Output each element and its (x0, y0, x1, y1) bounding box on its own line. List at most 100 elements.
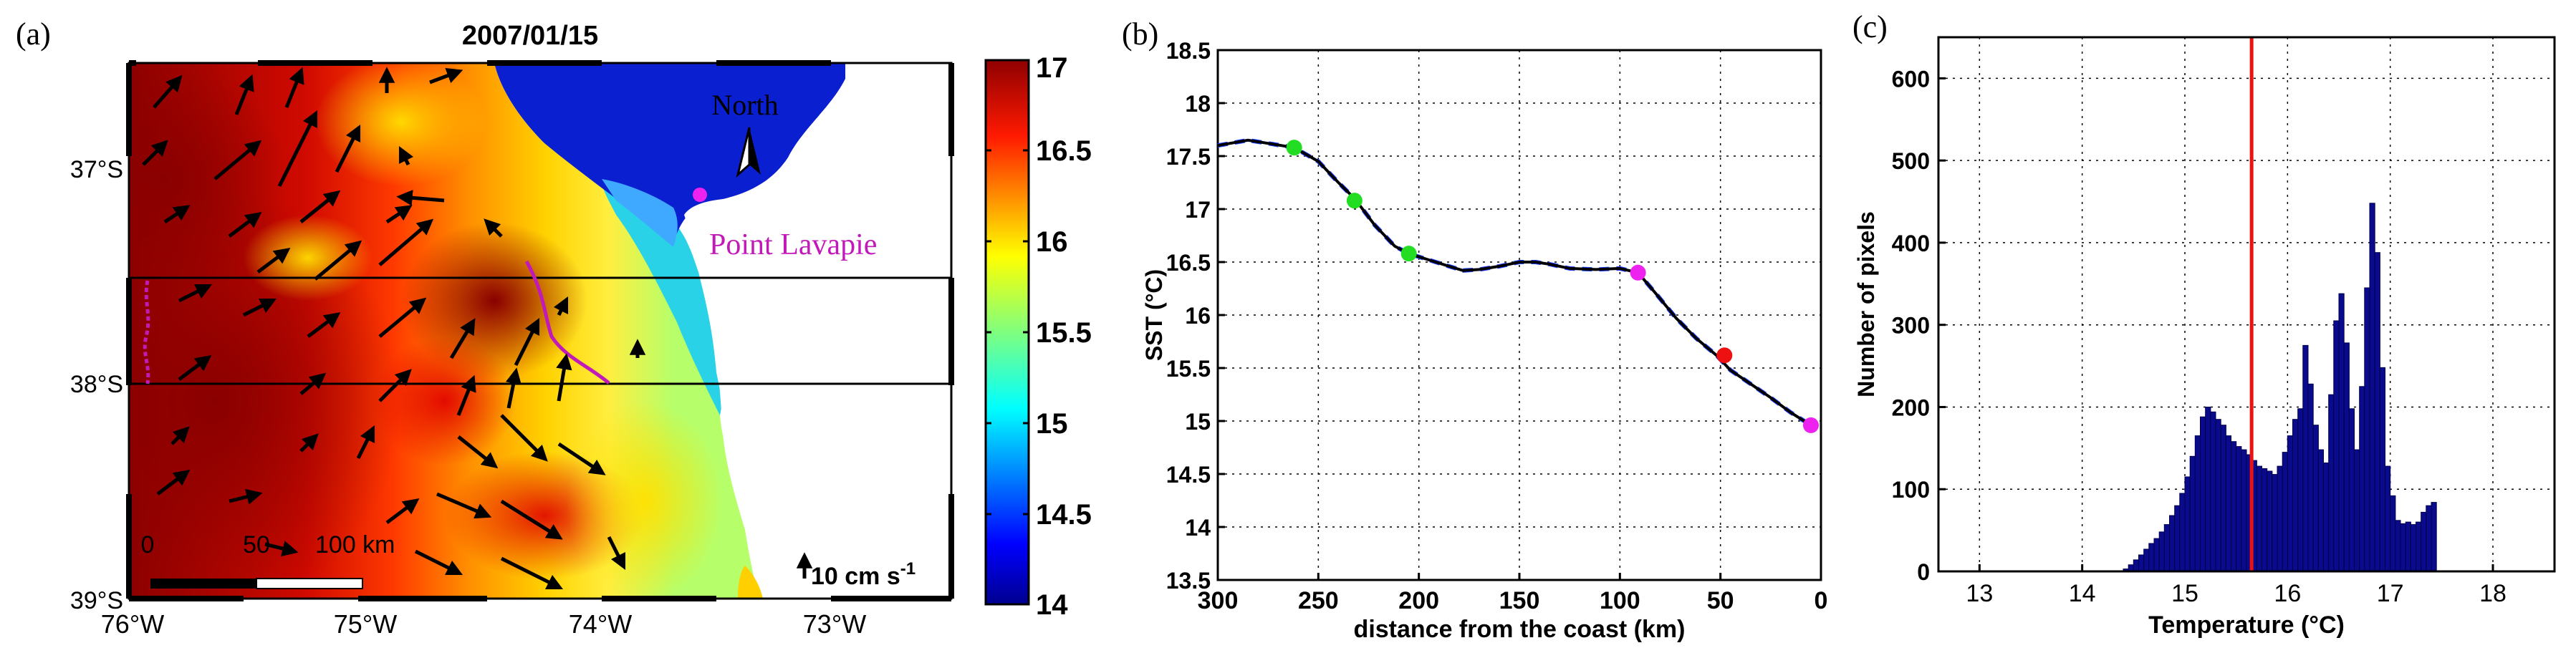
x-tick-label: 17 (2377, 580, 2404, 607)
histogram-bar (2421, 511, 2427, 572)
colorbar-tick-16.5: 16.5 (1036, 135, 1092, 167)
histogram-bar (2200, 416, 2206, 572)
panel-a-label: (a) (16, 16, 51, 52)
current-arrow (500, 414, 548, 462)
histogram-bar (2277, 465, 2283, 572)
current-arrow (356, 425, 375, 460)
plot-frame (1937, 36, 2556, 573)
x-tick-label: 250 (1298, 587, 1339, 614)
lat-tick-37S: 37°S (70, 156, 123, 183)
histogram-bar (2359, 386, 2365, 572)
current-arrow (436, 492, 492, 519)
colorbar-tick-14.5: 14.5 (1036, 499, 1092, 531)
x-axis-label: Temperature (°C) (2148, 611, 2345, 639)
x-tick-label: 16 (2274, 580, 2301, 607)
colorbar-ticks (986, 59, 1029, 516)
histogram-bar (2205, 407, 2211, 572)
y-tick-label: 18.5 (1166, 38, 1211, 64)
north-arrow (736, 127, 761, 178)
colorbar-tick-15: 15 (1036, 408, 1068, 440)
x-tick-label: 18 (2479, 580, 2507, 607)
yellow-patch-2 (566, 401, 724, 599)
current-arrow (299, 190, 341, 223)
sst-line-series (1217, 138, 1812, 427)
x-tick-label: 0 (1815, 587, 1828, 614)
current-arrow (553, 296, 569, 316)
histogram-bar (2220, 425, 2226, 572)
histogram-bar (2395, 520, 2401, 572)
y-tick-label: 100 (1892, 477, 1930, 503)
histogram-bar (2231, 441, 2237, 572)
current-arrow (242, 298, 277, 317)
current-arrow (284, 67, 304, 108)
histogram-bar (2317, 449, 2325, 572)
map-border-ticks (126, 60, 954, 601)
hot-patch-2 (129, 63, 287, 301)
current-arrow (414, 549, 463, 576)
histogram-bar (2333, 320, 2340, 572)
current-arrow (170, 426, 190, 445)
x-axis-label: distance from the coast (km) (1354, 616, 1686, 643)
current-arrow (378, 297, 427, 338)
current-arrow (299, 433, 319, 453)
yellow-tongue (738, 566, 763, 599)
current-arrow (264, 541, 299, 557)
panel-b-label: (b) (1122, 16, 1158, 52)
vector-scale-label: 10 cm s-1 (811, 559, 915, 590)
plot-frame (1216, 49, 1822, 581)
sst-map (129, 63, 951, 599)
lon-tick-75W: 75°W (334, 609, 397, 639)
histogram-bar (2416, 521, 2422, 572)
histogram-bar (2374, 252, 2380, 572)
histogram-bar (2272, 474, 2278, 572)
y-tick-label: 17 (1185, 197, 1211, 223)
current-arrow (556, 353, 572, 402)
histogram-bar (2225, 435, 2232, 572)
current-vectors (142, 67, 646, 590)
histogram-bar (2282, 452, 2288, 572)
histogram-bar (2379, 367, 2386, 572)
current-arrow (385, 498, 420, 524)
colorbar-tick-16: 16 (1036, 226, 1068, 258)
colorbar (984, 59, 1030, 606)
histogram-chart: 13 14 15 16 17 18 0 100 200 300 400 500 600 Temperatu… (1853, 36, 2556, 639)
current-arrow (500, 556, 564, 590)
sst-marker (1802, 417, 1819, 433)
x-tick-label: 15 (2171, 580, 2198, 607)
histogram-bar (2241, 449, 2247, 572)
current-arrow (378, 369, 412, 402)
histogram-bar (2267, 470, 2273, 572)
current-arrow (396, 190, 445, 206)
y-tick-label: 17.5 (1166, 144, 1211, 170)
histogram-bar (2292, 419, 2299, 572)
sst-profile-chart: 300 250 200 150 100 50 0 13.5 14 14.5 15 15.5 16 16.5… (1141, 38, 1827, 643)
histogram-bar (2169, 515, 2176, 572)
histogram-bar (2236, 446, 2242, 572)
histogram-bar (2179, 493, 2186, 572)
histogram-bar (2302, 344, 2309, 572)
scale-tick-100: 100 km (315, 531, 395, 558)
histogram-bar (2343, 342, 2350, 572)
histogram-bar (2133, 559, 2140, 572)
scale-bar (150, 578, 363, 589)
yellow-patch-3 (244, 215, 373, 301)
histogram-bar (2400, 523, 2406, 572)
panel-c-label: (c) (1852, 9, 1888, 44)
histogram-bar (2410, 524, 2417, 572)
histogram-bar (2262, 468, 2268, 572)
current-arrow (457, 435, 499, 469)
sst-marker (1286, 140, 1302, 156)
vector-scale-exponent: -1 (900, 559, 915, 579)
current-arrow (228, 211, 262, 238)
x-tick-label: 14 (2069, 580, 2096, 607)
y-tick-label: 15.5 (1166, 356, 1211, 382)
y-axis-label: Number of pixels (1853, 211, 1879, 397)
histogram-bar (2385, 465, 2391, 572)
histogram-bar (2312, 425, 2319, 572)
histogram-bar (2256, 465, 2263, 572)
lon-tick-74W: 74°W (569, 609, 632, 639)
current-arrow (178, 284, 213, 303)
histogram-bar (2426, 505, 2432, 572)
current-arrow (178, 354, 212, 381)
histogram-bar (2431, 502, 2437, 572)
